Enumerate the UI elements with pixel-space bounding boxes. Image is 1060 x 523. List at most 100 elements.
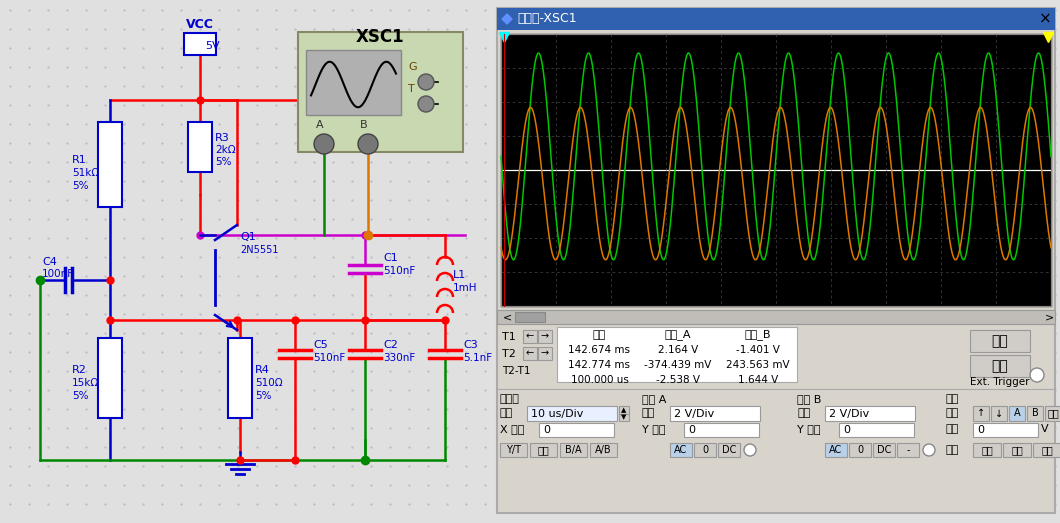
Text: B/A: B/A (565, 445, 582, 455)
Text: 510Ω: 510Ω (255, 378, 283, 388)
Text: 330nF: 330nF (383, 353, 416, 363)
Text: B: B (360, 120, 368, 130)
Circle shape (744, 444, 756, 456)
Bar (538, 423, 614, 437)
Text: 10 us/Div: 10 us/Div (531, 408, 583, 418)
Text: 5V: 5V (205, 41, 219, 51)
Bar (188, 122, 212, 172)
Text: ↓: ↓ (995, 408, 1003, 418)
Text: R3: R3 (215, 133, 230, 143)
Bar (228, 338, 252, 418)
Text: 触发: 触发 (946, 394, 958, 404)
Text: →: → (541, 332, 549, 342)
Bar (530, 443, 556, 457)
Text: 标准: 标准 (1011, 445, 1023, 455)
Text: 2 V/Div: 2 V/Div (829, 408, 869, 418)
Bar (497, 8, 1055, 30)
Text: T1: T1 (502, 332, 516, 342)
Bar (497, 8, 1055, 513)
Bar (991, 406, 1007, 421)
Text: 保存: 保存 (991, 359, 1008, 373)
Text: 通道_B: 通道_B (745, 329, 772, 340)
Bar (1003, 443, 1031, 457)
Bar (670, 443, 692, 457)
Text: ←: ← (526, 332, 534, 342)
Bar (98, 338, 122, 418)
Bar (619, 406, 629, 414)
Bar (873, 443, 895, 457)
Text: T2: T2 (502, 349, 516, 359)
Circle shape (418, 96, 434, 112)
Bar (849, 443, 871, 457)
Text: V: V (1041, 424, 1048, 434)
Bar (973, 406, 989, 421)
Text: R2: R2 (72, 365, 87, 375)
Polygon shape (502, 14, 512, 24)
Text: AC: AC (674, 445, 688, 455)
Text: 2.164 V: 2.164 V (658, 345, 699, 355)
Bar (973, 443, 1001, 457)
Text: 100nF: 100nF (42, 269, 74, 279)
Text: Ext. Trigger: Ext. Trigger (970, 377, 1029, 387)
Text: 边沿: 边沿 (946, 408, 958, 418)
Text: ←: ← (526, 348, 534, 358)
Text: C5: C5 (313, 340, 328, 350)
Text: 1.644 V: 1.644 V (738, 375, 778, 385)
Bar (718, 443, 740, 457)
Text: L1: L1 (453, 270, 466, 280)
Text: C4: C4 (42, 257, 57, 267)
Text: 5%: 5% (72, 181, 88, 191)
Text: ↑: ↑ (977, 408, 985, 418)
Text: 加载: 加载 (537, 445, 549, 455)
Text: →: → (541, 348, 549, 358)
Bar (523, 330, 537, 343)
Bar (501, 34, 1052, 306)
Text: A: A (1013, 408, 1021, 418)
Bar (306, 50, 401, 115)
Text: 通道 B: 通道 B (797, 394, 822, 404)
Text: 510nF: 510nF (313, 353, 346, 363)
Text: Y 位置: Y 位置 (797, 424, 820, 434)
Text: 243.563 mV: 243.563 mV (726, 360, 790, 370)
Text: 0: 0 (543, 425, 550, 435)
Text: T: T (408, 84, 414, 94)
Text: 51kΩ: 51kΩ (72, 168, 100, 178)
Text: Y/T: Y/T (506, 445, 522, 455)
Text: >: > (1044, 312, 1054, 322)
Bar (538, 347, 552, 360)
Text: 2 V/Div: 2 V/Div (674, 408, 714, 418)
Text: T2-T1: T2-T1 (502, 366, 530, 376)
Text: -: - (906, 445, 909, 455)
Text: 100.000 us: 100.000 us (570, 375, 629, 385)
Text: 通道 A: 通道 A (642, 394, 667, 404)
Text: 5%: 5% (255, 391, 271, 401)
Bar (694, 443, 716, 457)
Text: 外部: 外部 (1047, 408, 1059, 418)
Bar (560, 443, 587, 457)
Text: G: G (408, 62, 417, 72)
Bar (1009, 406, 1025, 421)
Text: VCC: VCC (187, 18, 214, 31)
Text: C2: C2 (383, 340, 398, 350)
Text: X 位置: X 位置 (500, 424, 525, 434)
Text: 0: 0 (977, 425, 984, 435)
Bar (184, 33, 216, 55)
Text: 示波器-XSC1: 示波器-XSC1 (517, 13, 577, 26)
Bar (684, 423, 759, 437)
Circle shape (1030, 368, 1044, 382)
Text: 时间轴: 时间轴 (500, 394, 519, 404)
Bar (590, 443, 617, 457)
Text: 自动: 自动 (1041, 445, 1053, 455)
Text: -1.401 V: -1.401 V (736, 345, 780, 355)
Text: 0: 0 (688, 425, 695, 435)
Text: 510nF: 510nF (383, 266, 416, 276)
Text: 0: 0 (702, 445, 708, 455)
Bar (825, 443, 847, 457)
Text: XSC1: XSC1 (356, 28, 405, 46)
Bar (970, 355, 1030, 377)
Circle shape (923, 444, 935, 456)
Bar (1034, 443, 1060, 457)
Bar (897, 443, 919, 457)
Bar (825, 406, 915, 421)
Text: AC: AC (829, 445, 843, 455)
